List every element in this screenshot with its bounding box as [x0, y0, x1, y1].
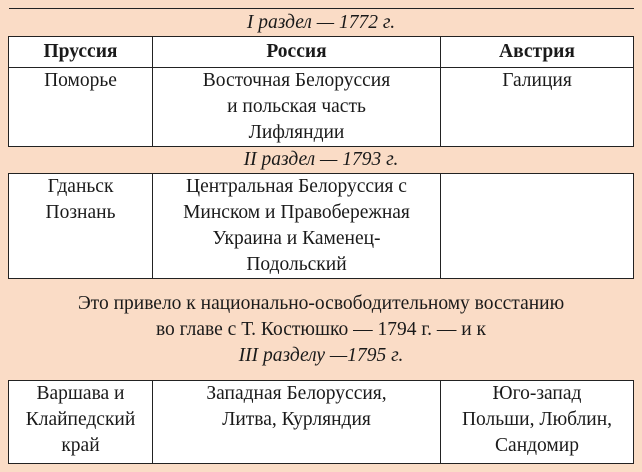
uprising-note: Это привело к национально-освободительно…: [8, 278, 634, 381]
partitions-table: I раздел — 1772 г. Пруссия Россия Австри…: [8, 8, 634, 464]
cell-line: Минском и Правобережная: [183, 202, 410, 223]
partition-1-title: I раздел — 1772 г.: [8, 8, 634, 37]
cell-line: Украина и Каменец-: [212, 228, 381, 249]
cell-line: Галиция: [502, 70, 572, 91]
cell-line: Познань: [45, 202, 116, 223]
row1-russia: Восточная Белоруссия и польская часть Ли…: [152, 67, 441, 147]
row3-austria: Юго-запад Польши, Люблин, Сандомир: [440, 380, 634, 464]
cell-line: Гданьск: [47, 176, 114, 197]
row2-austria: [440, 173, 634, 279]
cell-line: Польши, Люблин,: [461, 409, 613, 430]
cell-line: Подольский: [246, 254, 347, 275]
row2-prussia: Гданьск Познань: [8, 173, 153, 279]
row1-austria: Галиция: [440, 67, 634, 147]
cell-line: и польская часть: [227, 96, 366, 117]
note-line: во главе с Т. Костюшко — 1794 г. — и к: [155, 318, 487, 340]
cell-line: Восточная Белоруссия: [202, 70, 391, 91]
row1-prussia: Поморье: [8, 67, 153, 147]
cell-line: Центральная Белоруссия с: [186, 176, 407, 197]
cell-line: край: [61, 435, 100, 456]
cell-line: Западная Белоруссия,: [206, 383, 387, 404]
note-line: Это привело к национально-освободительно…: [77, 292, 565, 314]
cell-line: Лифляндии: [248, 122, 345, 143]
cell-line: Сандомир: [495, 435, 579, 456]
cell-line: Литва, Курляндия: [222, 409, 371, 430]
cell-line: Юго-запад: [492, 383, 582, 404]
header-austria: Австрия: [440, 36, 634, 68]
partition-3-title: III разделу —1795 г.: [238, 344, 404, 366]
cell-line: Клайпедский: [25, 409, 136, 430]
cell-line: Варшава и: [36, 383, 125, 404]
row2-russia: Центральная Белоруссия с Минском и Право…: [152, 173, 441, 279]
cell-line: Поморье: [44, 70, 117, 91]
partition-2-title: II раздел — 1793 г.: [8, 146, 634, 174]
row3-prussia: Варшава и Клайпедский край: [8, 380, 153, 464]
header-russia: Россия: [152, 36, 441, 68]
header-prussia: Пруссия: [8, 36, 153, 68]
row3-russia: Западная Белоруссия, Литва, Курляндия: [152, 380, 441, 464]
